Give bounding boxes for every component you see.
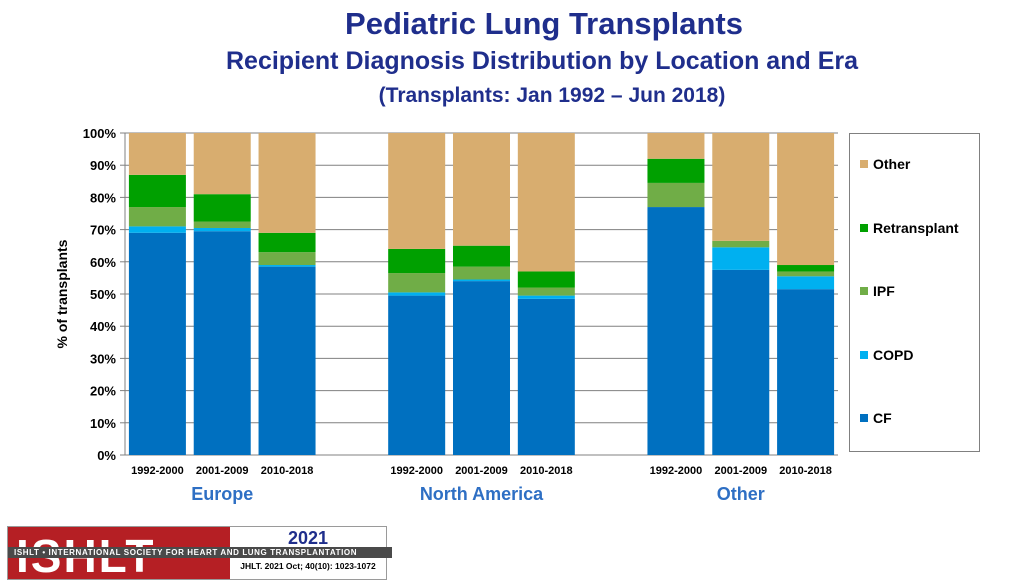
bar-segment-other	[193, 133, 251, 195]
x-tick-label: 2001-2009	[714, 465, 767, 477]
bar-segment-cf	[777, 289, 835, 455]
bar-segment-retransplant	[517, 271, 575, 288]
y-tick-label: 60%	[90, 255, 116, 270]
bar-segment-ipf	[258, 252, 316, 266]
y-tick-label: 30%	[90, 351, 116, 366]
bar-segment-retransplant	[128, 174, 186, 208]
bar-segment-ipf	[517, 287, 575, 296]
group-label: North America	[420, 484, 544, 504]
bar-segment-copd	[128, 226, 186, 233]
x-tick-label: 2010-2018	[520, 465, 573, 477]
bar-segment-retransplant	[193, 194, 251, 222]
legend-swatch	[860, 287, 868, 295]
y-tick-label: 80%	[90, 190, 116, 205]
x-tick-label: 2010-2018	[779, 465, 832, 477]
x-tick-label: 2001-2009	[455, 465, 508, 477]
bar-segment-other	[258, 133, 316, 233]
bar-segment-cf	[453, 281, 510, 455]
logo-band: ISHLT • INTERNATIONAL SOCIETY FOR HEART …	[8, 547, 392, 558]
legend-label: COPD	[873, 346, 914, 363]
bar-segment-other	[517, 133, 575, 272]
group-label: Other	[717, 484, 765, 504]
bar-segment-other	[647, 133, 705, 159]
chart-subtitle: Recipient Diagnosis Distribution by Loca…	[225, 47, 859, 75]
x-tick-label: 2001-2009	[196, 465, 249, 477]
legend-item-ipf: IPF	[860, 283, 895, 299]
y-tick-label: 40%	[90, 319, 116, 334]
bar-segment-ipf	[712, 240, 770, 248]
bar-segment-copd	[712, 247, 770, 270]
bar-segment-cf	[388, 295, 446, 455]
y-tick-label: 0%	[97, 448, 116, 463]
bar-segment-retransplant	[647, 158, 705, 183]
bar-segment-copd	[193, 227, 251, 232]
legend-swatch	[860, 414, 868, 422]
legend-label: CF	[873, 410, 892, 426]
bar-segment-other	[712, 133, 770, 241]
bar-segment-cf	[258, 266, 316, 455]
bar-segment-copd	[388, 292, 446, 296]
y-tick-label: 70%	[90, 223, 116, 238]
footer: ISHLT ISHLT • INTERNATIONAL SOCIETY FOR …	[7, 526, 392, 580]
footer-year: 2021	[287, 528, 329, 548]
chart-title: Pediatric Lung Transplants	[345, 6, 743, 41]
bar-segment-copd	[453, 279, 510, 282]
y-tick-label: 10%	[90, 416, 116, 431]
legend-swatch	[860, 223, 868, 232]
legend-swatch	[860, 160, 868, 168]
bar-segment-cf	[193, 231, 251, 455]
legend: Other Retransplant IPF COPD CF	[849, 133, 980, 452]
legend-item-copd: COPD	[860, 347, 913, 363]
bar-segment-ipf	[128, 207, 186, 227]
bar-segment-ipf	[453, 266, 510, 280]
bar-segment-ipf	[777, 271, 835, 277]
bar-segment-ipf	[388, 273, 446, 293]
bar-segment-copd	[517, 295, 575, 299]
legend-item-retransplant: Retransplant	[860, 220, 959, 236]
group-label: Europe	[191, 484, 253, 504]
bar-segment-cf	[517, 298, 575, 455]
legend-swatch	[860, 350, 868, 359]
legend-label: Retransplant	[873, 219, 959, 236]
x-tick-label: 1992-2000	[131, 465, 184, 477]
bar-segment-cf	[712, 269, 770, 455]
bar-segment-retransplant	[777, 265, 835, 272]
bar-segment-other	[388, 133, 446, 249]
y-tick-label: 100%	[83, 126, 117, 141]
bar-segment-retransplant	[388, 248, 446, 274]
bar-segment-retransplant	[258, 232, 316, 253]
legend-label: IPF	[873, 283, 895, 299]
y-tick-label: 90%	[90, 158, 116, 173]
chart-period: (Transplants: Jan 1992 – Jun 2018)	[378, 84, 726, 107]
bar-segment-retransplant	[453, 245, 510, 267]
bar-segment-cf	[647, 207, 705, 455]
y-axis-label: % of transplants	[54, 239, 70, 348]
bar-segment-copd	[777, 276, 835, 290]
bar-segment-other	[777, 133, 835, 266]
bar-segment-ipf	[647, 182, 705, 208]
legend-item-cf: CF	[860, 410, 892, 426]
legend-item-other: Other	[860, 156, 910, 172]
x-tick-label: 1992-2000	[650, 465, 703, 477]
bar-segment-ipf	[193, 221, 251, 228]
x-tick-label: 2010-2018	[261, 465, 314, 477]
y-tick-label: 20%	[90, 384, 116, 399]
bar-segment-other	[128, 133, 186, 175]
bar-segment-other	[453, 133, 510, 246]
legend-label: Other	[873, 156, 911, 172]
x-tick-label: 1992-2000	[390, 465, 443, 477]
footer-citation: JHLT. 2021 Oct; 40(10): 1023-1072	[240, 561, 376, 571]
bar-segment-cf	[128, 232, 186, 455]
y-tick-label: 50%	[90, 287, 116, 302]
bar-segment-copd	[258, 265, 316, 267]
